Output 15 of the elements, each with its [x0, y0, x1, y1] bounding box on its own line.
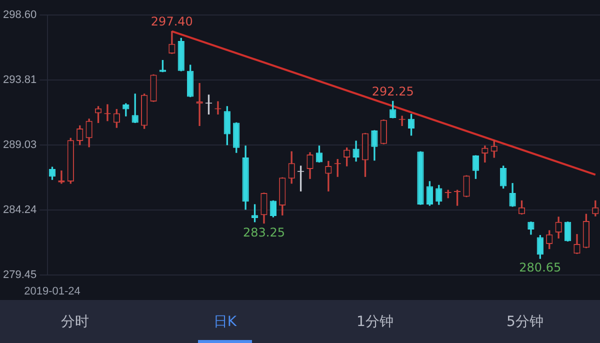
text: 5分钟	[506, 312, 544, 332]
annotation: 283.25	[242, 225, 285, 240]
text: 日K	[212, 312, 238, 332]
text: 1分钟	[356, 312, 394, 332]
y-tick-label: 298.60	[2, 9, 37, 22]
y-tick-label: 289.03	[2, 138, 37, 151]
annotation: 292.25	[372, 84, 414, 98]
annotation: 280.65	[519, 260, 562, 275]
y-tick-label: 293.81	[2, 74, 37, 86]
candlestick	[325, 160, 332, 192]
x-tick-label: 2019-01-24	[24, 285, 80, 298]
text: 分时	[60, 312, 90, 332]
y-tick-label: 279.45	[2, 268, 37, 281]
annotation: 297.40	[150, 14, 193, 28]
y-tick-label: 284.24	[2, 204, 37, 216]
